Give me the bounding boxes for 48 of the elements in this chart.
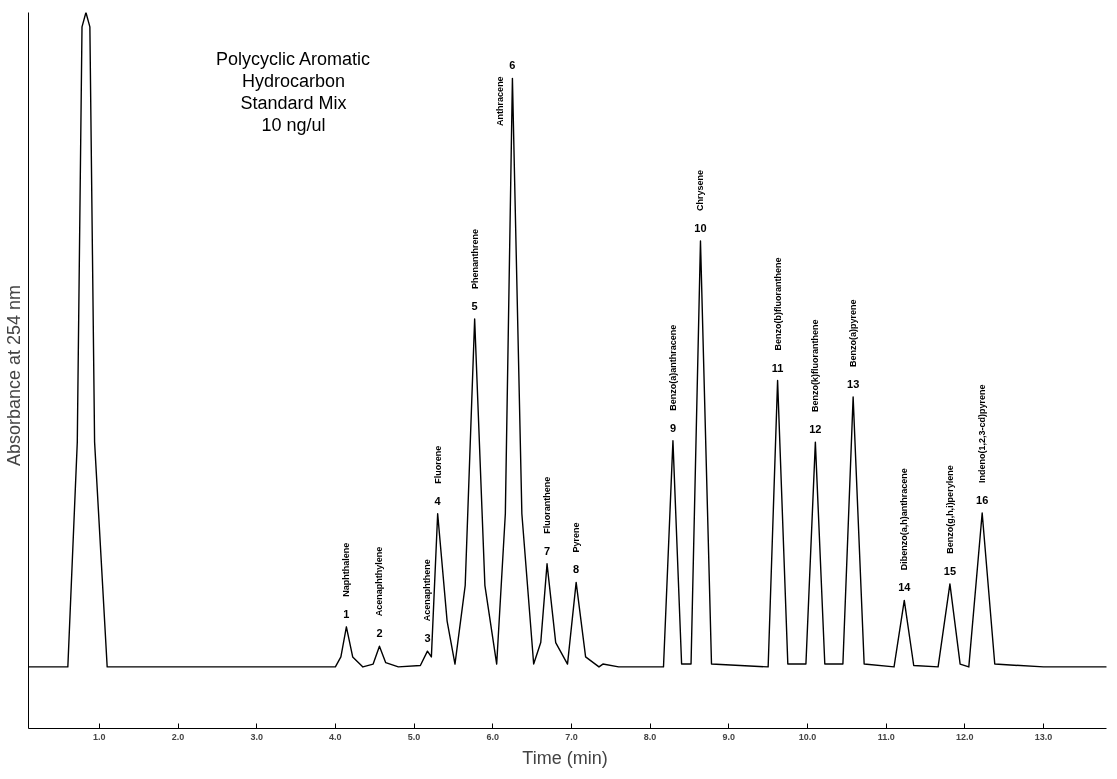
- annotation: 2: [376, 627, 383, 640]
- annotation: Benzo(k)fluoranthene: [810, 319, 821, 413]
- x-tick-label: 3.0: [250, 731, 263, 742]
- annotation: Naphthalene: [341, 542, 352, 597]
- x-tick-label: 5.0: [407, 731, 421, 742]
- x-tick-label: 9.0: [722, 731, 736, 742]
- annotation: 1: [343, 607, 350, 620]
- annotation: Pyrene: [571, 522, 582, 553]
- annotation: 13: [847, 377, 860, 390]
- annotation: 4: [434, 494, 442, 507]
- annotation: 16: [976, 493, 989, 506]
- x-tick-label: 7.0: [565, 731, 578, 742]
- x-tick-label: 8.0: [643, 731, 657, 742]
- x-tick-label: 4.0: [329, 731, 342, 742]
- annotation: Indeno(1,2,3-cd)pyrene: [977, 384, 988, 483]
- x-tick-label: 6.0: [486, 731, 500, 742]
- annotation: Dibenzo(a,h)anthracene: [899, 468, 910, 571]
- annotation: Benzo(a)anthracene: [667, 324, 678, 411]
- x-tick-label: 11.0: [877, 731, 895, 742]
- annotation: 3: [424, 632, 431, 645]
- annotation: Anthracene: [495, 76, 506, 126]
- text: Polycyclic Aromatic Hydrocarbon Standard Mix 10 ng/ul: [215, 48, 371, 135]
- annotation: 14: [898, 581, 912, 594]
- annotation: 10: [694, 221, 707, 234]
- annotation: Fluorene: [432, 445, 443, 484]
- annotation: 11: [771, 361, 784, 374]
- annotation: Phenanthrene: [469, 228, 480, 289]
- annotation: Benzo(b)fluoranthene: [772, 257, 783, 351]
- x-tick-label: 2.0: [171, 731, 185, 742]
- x-axis-title: Time (min): [522, 747, 608, 768]
- annotation: 9: [669, 421, 677, 434]
- x-tick-label: 12.0: [956, 731, 974, 742]
- annotation: 15: [943, 564, 957, 577]
- annotation: Benzo(a)pyrene: [848, 299, 859, 367]
- annotation: 7: [543, 544, 551, 557]
- annotation: 5: [471, 299, 478, 312]
- annotation: Fluoranthene: [542, 476, 553, 534]
- x-tick-label: 13.0: [1034, 731, 1053, 742]
- x-tick-label: 1.0: [93, 731, 106, 742]
- annotation: 8: [573, 563, 580, 576]
- y-axis-title: Absorbance at 254 nm: [3, 284, 24, 467]
- annotation: 12: [809, 423, 822, 436]
- annotation: Chrysene: [695, 169, 706, 211]
- annotation: Benzo(g,h,i)perylene: [944, 465, 955, 554]
- annotation: 6: [509, 59, 516, 72]
- annotation: Acenaphthylene: [374, 546, 385, 617]
- annotation: Acenaphthene: [422, 559, 433, 622]
- x-tick-label: 10.0: [798, 731, 817, 742]
